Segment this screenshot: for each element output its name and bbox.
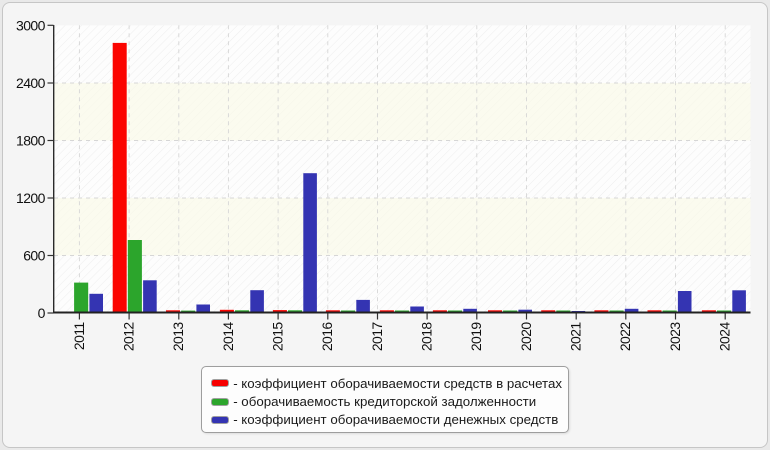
svg-text:1800: 1800 [16, 133, 46, 149]
svg-text:2015: 2015 [270, 322, 286, 352]
svg-text:0: 0 [38, 305, 46, 321]
svg-text:2016: 2016 [319, 322, 335, 352]
svg-text:2400: 2400 [16, 75, 46, 91]
svg-text:600: 600 [23, 248, 45, 264]
svg-text:2022: 2022 [617, 322, 633, 352]
svg-text:2018: 2018 [419, 322, 435, 352]
svg-text:2023: 2023 [667, 322, 683, 352]
svg-text:2013: 2013 [170, 322, 186, 352]
svg-text:2011: 2011 [71, 322, 87, 351]
svg-text:1200: 1200 [16, 190, 46, 206]
svg-text:2014: 2014 [220, 322, 236, 352]
svg-text:2017: 2017 [369, 322, 385, 352]
svg-text:2024: 2024 [717, 322, 733, 352]
svg-text:2021: 2021 [568, 322, 584, 352]
svg-text:3000: 3000 [16, 17, 46, 33]
svg-text:2020: 2020 [518, 322, 534, 352]
svg-text:2012: 2012 [121, 322, 137, 352]
svg-text:2019: 2019 [468, 322, 484, 352]
